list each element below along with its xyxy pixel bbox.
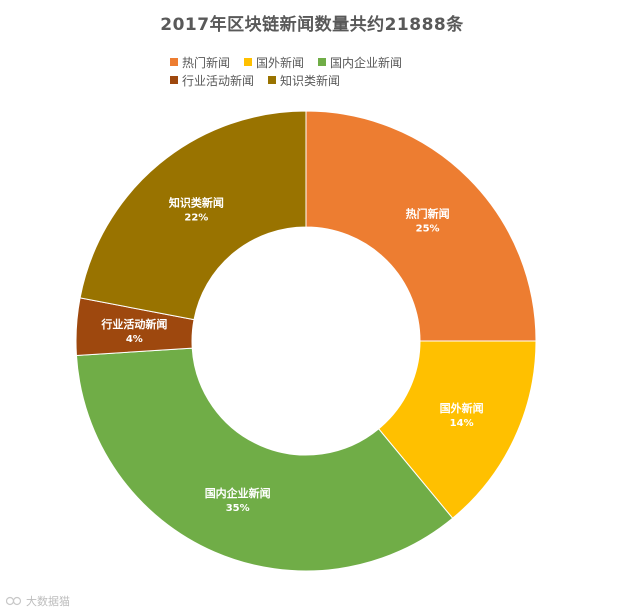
slice-labels: 热门新闻 25% 国外新闻 14% 国内企业新闻 35% 行业活动新闻 4% 知识类新闻 22%	[100, 195, 483, 513]
watermark: 大数据猫	[6, 593, 70, 609]
legend-swatch	[318, 58, 327, 66]
chart-title: 2017年区块链新闻数量共约21888条	[160, 15, 464, 35]
slice-percent-label: 22%	[184, 212, 208, 223]
legend-label: 热门新闻	[182, 55, 231, 70]
legend-item: 国内企业新闻	[318, 54, 402, 71]
legend-item: 热门新闻	[170, 54, 230, 71]
slice-percent-label: 35%	[226, 503, 250, 514]
legend-item: 知识类新闻	[268, 72, 340, 89]
donut-slice	[377, 340, 537, 519]
donut-slice	[305, 110, 537, 342]
legend-label: 知识类新闻	[280, 73, 341, 88]
slice-percent-label: 14%	[450, 418, 474, 429]
legend-item: 行业活动新闻	[170, 72, 254, 89]
legend-label: 国内企业新闻	[330, 55, 403, 70]
legend-label: 国外新闻	[256, 55, 305, 70]
slice-name-label: 行业活动新闻	[100, 317, 167, 331]
slice-percent-label: 25%	[416, 223, 440, 234]
donut-slice	[75, 347, 454, 572]
slice-percent-label: 4%	[126, 334, 143, 345]
legend-swatch	[170, 76, 178, 84]
legend-row-2: 行业活动新闻 知识类新闻	[170, 71, 490, 89]
watermark-text: 大数据猫	[26, 595, 70, 608]
legend-swatch	[244, 58, 253, 66]
donut-slice	[79, 110, 307, 321]
legend-row-1: 热门新闻 国外新闻 国内企业新闻	[170, 53, 490, 71]
slice-name-label: 热门新闻	[406, 206, 450, 220]
legend-swatch	[170, 58, 178, 66]
legend: 热门新闻 国外新闻 国内企业新闻 行业活动新闻 知识类新闻	[170, 53, 490, 89]
legend-swatch	[268, 76, 277, 84]
legend-label: 行业活动新闻	[182, 73, 255, 88]
watermark-logo-icon	[6, 596, 22, 606]
legend-item: 国外新闻	[244, 54, 304, 71]
slice-name-label: 知识类新闻	[168, 195, 224, 209]
slice-name-label: 国外新闻	[440, 401, 484, 415]
slice-name-label: 国内企业新闻	[205, 486, 271, 500]
